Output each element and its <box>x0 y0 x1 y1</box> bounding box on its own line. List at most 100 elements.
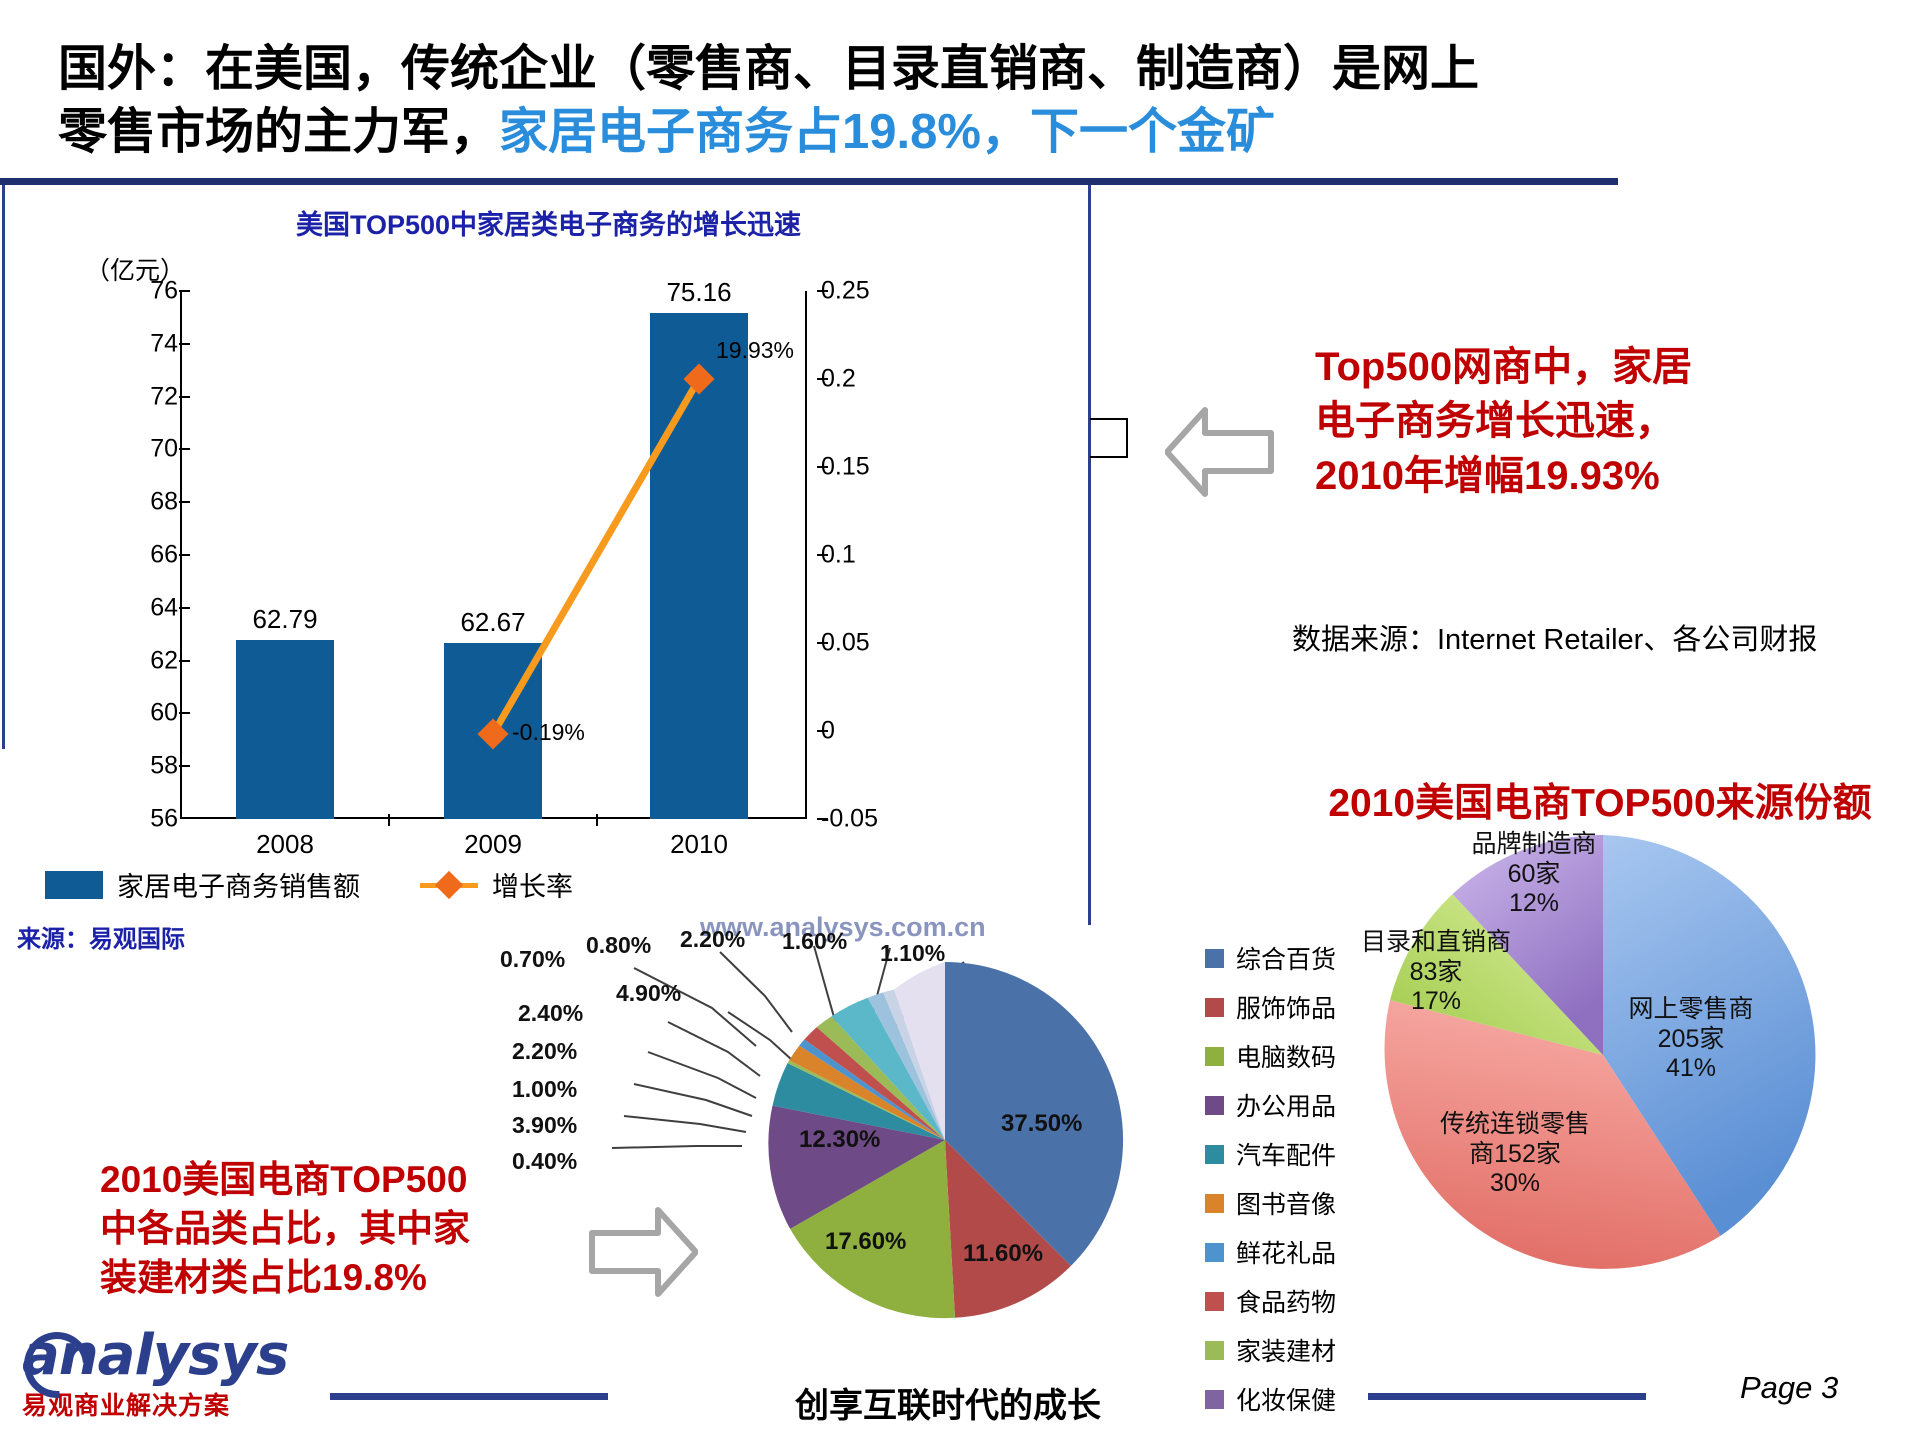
bar-label-2010: 75.16 <box>666 277 732 307</box>
pie-slice-misc-4 <box>894 962 945 1140</box>
legend-label: 化妆保健 <box>1236 1387 1337 1415</box>
pie-leader-label-2: 0.80% <box>586 932 652 958</box>
pie-slice-department <box>945 962 1124 1266</box>
legend-item-office[interactable]: 办公用品 <box>1205 1087 1336 1123</box>
legend-item-growth[interactable]: 增长率 <box>420 865 573 904</box>
left-callout-line-1: 2010美国电商TOP500 <box>100 1159 468 1200</box>
right-callout-line-1: Top500网商中，家居 <box>1315 345 1693 389</box>
legend-label: 食品药物 <box>1236 1289 1337 1317</box>
legend-swatch-icon <box>1205 1095 1224 1115</box>
pie-label-name: 网上零售商 <box>1628 995 1754 1023</box>
y-tick-62: 62 <box>150 646 178 675</box>
legend-item-books[interactable]: 图书音像 <box>1205 1185 1336 1221</box>
bar-2008[interactable] <box>236 639 334 819</box>
legend-item-sales[interactable]: 家居电子商务销售额 <box>45 865 360 904</box>
legend-item-flowers[interactable]: 鲜花礼品 <box>1205 1234 1336 1270</box>
y-tick-mark <box>179 554 190 556</box>
legend-item-department[interactable]: 综合百货 <box>1205 940 1336 976</box>
page-number: Page 3 <box>1740 1370 1839 1405</box>
legend-item-auto-parts[interactable]: 汽车配件 <box>1205 1136 1336 1172</box>
pie-label-pct: 12% <box>1508 889 1560 917</box>
pie-label-catalog-direct: 目录和直销商 83家 17% <box>1336 928 1536 1017</box>
pie-label-name: 传统连锁零售 <box>1439 1110 1590 1138</box>
y2-tick-mark <box>817 818 828 820</box>
footer-rule-left <box>330 1393 608 1400</box>
data-source-note: 数据来源：Internet Retailer、各公司财报 <box>1292 624 1818 656</box>
legend-label: 鲜花礼品 <box>1236 1240 1337 1268</box>
legend-item-cosmetics[interactable]: 化妆保健 <box>1205 1381 1336 1417</box>
category-share-legend: 综合百货 服饰饰品 电脑数码 办公用品 汽车配件 图书音像 鲜花礼品 食品药物 <box>1205 940 1336 1417</box>
analysys-logo: analysys 易观商业解决方案 <box>10 1318 289 1428</box>
y-tick-64: 64 <box>150 593 178 622</box>
right-callout-line-2: 电子商务增长迅速， <box>1315 399 1675 444</box>
pie-pct-apparel: 11.60% <box>963 1240 1044 1267</box>
legend-swatch-icon <box>1205 1193 1224 1213</box>
pie-label-count: 205家 <box>1657 1024 1725 1053</box>
y-tick-58: 58 <box>150 751 178 780</box>
legend-label: 电脑数码 <box>1236 1044 1337 1072</box>
pie-label-online-retailer: 网上零售商 205家 41% <box>1596 995 1786 1084</box>
y-tick-74: 74 <box>150 329 178 358</box>
pie-slice-brand-maker <box>1452 834 1603 1055</box>
pie-slice-books <box>789 1045 945 1140</box>
legend-label: 图书音像 <box>1236 1191 1337 1219</box>
legend-item-food-drug[interactable]: 食品药物 <box>1205 1283 1336 1319</box>
x-label-2010: 2010 <box>670 829 728 859</box>
pie-slice-apparel <box>945 1140 1071 1318</box>
y-tick-60: 60 <box>150 698 178 727</box>
secondary-y-axis <box>805 291 807 819</box>
y2-tick-0.15: 0.15 <box>821 452 870 481</box>
y-tick-mark <box>179 765 190 768</box>
legend-swatch-icon <box>1205 1144 1224 1164</box>
pie-slice-flowers <box>799 1039 945 1140</box>
bar-chart-plot: 56 58 60 62 64 66 68 70 72 74 76 -0.05 0… <box>150 277 878 860</box>
bar-chart-panel: 美国TOP500中家居类电子商务的增长迅速 （亿元） 56 58 60 62 6… <box>2 185 1089 953</box>
title-line-2: 零售市场的主力军，家居电子商务占19.8%，下一个金矿 <box>58 101 1758 164</box>
y2-tick--0.05: -0.05 <box>821 804 878 833</box>
footer-rule-right <box>1368 1393 1646 1400</box>
category-share-pie: 37.50% 11.60% 17.60% 12.30% <box>755 950 1135 1330</box>
bar-chart-legend: 家居电子商务销售额 增长率 <box>45 865 573 904</box>
category-share-pie-svg <box>768 962 1124 1319</box>
legend-item-home-building[interactable]: 家装建材 <box>1205 1332 1336 1368</box>
y-tick-70: 70 <box>150 434 178 463</box>
legend-label: 服饰饰品 <box>1236 995 1337 1023</box>
y2-tick-mark <box>817 730 828 732</box>
pie-slice-home-building <box>787 1060 945 1140</box>
diamond-marker-icon <box>434 870 464 899</box>
bar-2010[interactable] <box>650 313 748 819</box>
pie-slice-food-drug <box>804 1027 945 1140</box>
x-label-2008: 2008 <box>256 829 314 859</box>
legend-swatch-icon <box>1205 1242 1224 1262</box>
pie-label-count: 83家 <box>1409 957 1463 986</box>
y2-tick-mark <box>817 642 828 644</box>
y2-tick-mark <box>817 466 828 468</box>
pie-label-pct: 30% <box>1489 1169 1541 1197</box>
y2-tick-mark <box>817 378 828 380</box>
logo-wordmark: analysys <box>22 1323 289 1388</box>
pie-leader-label-1: 0.70% <box>500 946 566 972</box>
legend-item-apparel[interactable]: 服饰饰品 <box>1205 989 1336 1025</box>
y-tick-mark <box>179 659 190 662</box>
source-share-pie: 网上零售商 205家 41% 传统连锁零售 商152家 30% 目录和直销商 8… <box>1361 820 1838 1290</box>
legend-label: 办公用品 <box>1236 1093 1337 1121</box>
arrow-right-icon <box>589 1207 698 1297</box>
y-tick-76: 76 <box>150 276 178 305</box>
pie-label-name: 目录和直销商 <box>1360 928 1511 956</box>
x-tick-mark <box>596 814 598 826</box>
left-callout-text: 2010美国电商TOP500 中各品类占比，其中家 装建材类占比19.8% <box>100 1155 570 1303</box>
pie-slice-computer <box>790 1140 955 1319</box>
pie-leader-label-5: 1.10% <box>880 940 946 966</box>
y2-tick-0.25: 0.25 <box>821 276 870 305</box>
bar-label-2008: 62.79 <box>252 604 318 634</box>
pie-leader-label-10: 3.90% <box>512 1112 578 1138</box>
legend-swatch-icon <box>1205 997 1224 1017</box>
right-callout-text: Top500网商中，家居 电子商务增长迅速， 2010年增幅19.93% <box>1315 340 1895 503</box>
y2-tick-mark <box>817 290 828 292</box>
chart-source-note: 来源：易观国际 <box>17 926 185 953</box>
growth-rate-line <box>489 377 703 736</box>
pie-pct-department: 37.50% <box>1001 1110 1083 1137</box>
legend-item-computer[interactable]: 电脑数码 <box>1205 1038 1336 1074</box>
y2-tick-mark <box>817 554 828 556</box>
bar-chart-title: 美国TOP500中家居类电子商务的增长迅速 <box>295 210 802 240</box>
